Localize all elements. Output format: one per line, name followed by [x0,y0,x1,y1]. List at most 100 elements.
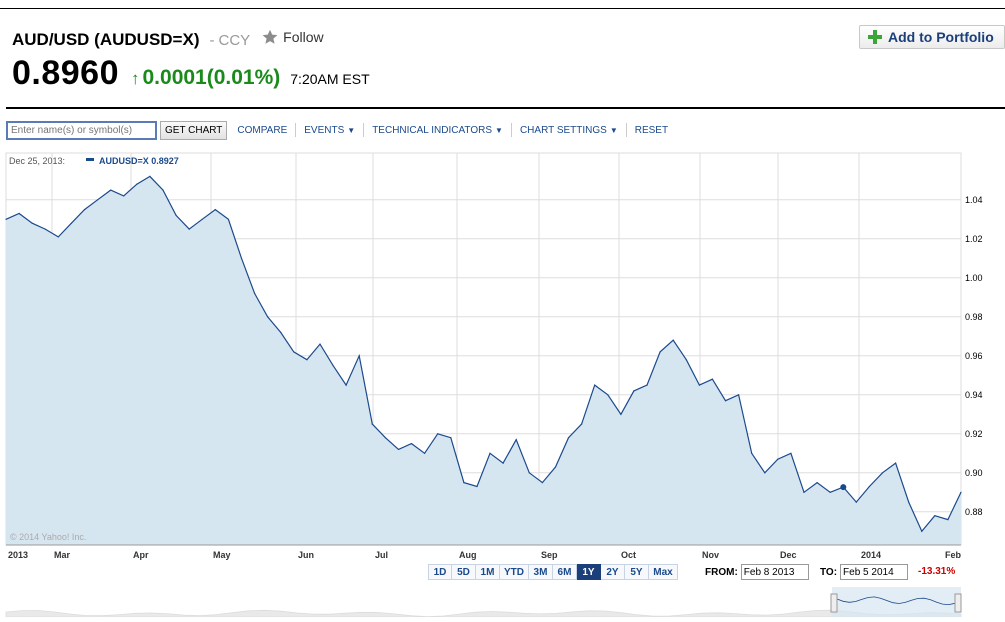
chart-settings-menu[interactable]: CHART SETTINGS ▼ [512,125,626,136]
to-date-input[interactable] [840,564,909,580]
navigator[interactable] [5,587,962,618]
caret-down-icon: ▼ [347,125,356,135]
data-point [240,257,243,259]
y-tick-label: 0.88 [965,507,983,517]
data-point [175,214,177,216]
range-button-max[interactable]: Max [649,564,678,580]
y-axis-ticks: 1.04 1.02 1.00 0.98 0.96 0.94 0.92 0.90 0.88 [965,195,983,517]
range-button-5d[interactable]: 5D [452,564,476,580]
price-change: ↑ 0.0001(0.01%) [131,66,280,90]
chart-legend: Dec 25, 2013: AUDUSD=X 0.8927 [9,156,179,166]
data-point [751,452,753,454]
data-point [83,209,86,211]
data-point [581,423,583,425]
legend-date: Dec 25, 2013: [9,156,65,166]
x-tick-label: 2013 [8,550,28,560]
data-point [921,530,923,532]
x-axis-ticks: 2013 Mar Apr May Jun Jul Aug Sep Oct Nov Dec 2014 Fe… [8,550,962,560]
data-point [960,491,962,493]
range-button-1y[interactable]: 1Y [577,564,601,580]
data-point [345,384,347,386]
add-portfolio-label: Add to Portfolio [888,29,994,45]
range-button-3m[interactable]: 3M [529,564,553,580]
data-point [267,316,269,318]
symbol-search-input[interactable] [6,120,157,140]
title-separator: - [209,32,215,49]
range-button-2y[interactable]: 2Y [601,564,625,580]
data-point [110,189,112,191]
caret-down-icon: ▼ [495,125,503,135]
reset-link[interactable]: RESET [627,125,676,136]
range-button-1d[interactable]: 1D [428,564,452,580]
technical-label: TECHNICAL INDICATORS [372,124,493,136]
technical-indicators-menu[interactable]: TECHNICAL INDICATORS ▼ [364,125,511,136]
range-button-5y[interactable]: 5Y [625,564,649,580]
price-chart[interactable]: 1.04 1.02 1.00 0.98 0.96 0.94 0.92 0.90 0.88 201… [0,150,1005,618]
data-point [947,519,949,521]
range-button-1m[interactable]: 1M [476,564,500,580]
data-point [515,439,517,441]
data-point [738,394,740,396]
compare-link[interactable]: COMPARE [229,125,295,136]
add-to-portfolio-button[interactable]: Add to Portfolio [859,25,1005,49]
last-price: 0.8960 [12,54,119,92]
x-tick-label: Jul [375,550,388,560]
plus-icon [868,30,882,44]
data-point [816,482,818,484]
data-point [424,452,426,454]
range-button-ytd[interactable]: YTD [500,564,529,580]
y-tick-label: 1.02 [965,234,983,244]
y-tick-label: 0.92 [965,429,983,439]
data-point [881,472,884,474]
toolbar-divider [510,123,512,137]
data-point [685,359,687,361]
data-point [646,384,648,386]
data-point [227,218,229,220]
data-point [934,515,936,517]
y-tick-label: 0.98 [965,312,983,322]
data-point [554,466,557,468]
period-change: -13.31% [918,566,956,577]
series-points [5,175,962,532]
data-point [397,448,400,450]
compare-label: COMPARE [237,124,288,136]
reset-label: RESET [634,124,669,136]
x-tick-label: Jun [298,550,314,560]
data-point [5,218,7,220]
data-point [633,390,635,392]
x-tick-label: Feb [945,550,962,560]
from-date-group: FROM: [705,564,809,580]
data-point [803,491,805,493]
title-row: AUD/USD (AUDUSD=X) - CCY Follow [12,29,324,50]
x-tick-label: Nov [702,550,719,560]
navigator-right-handle[interactable] [954,593,962,613]
data-point [528,472,530,474]
range-button-6m[interactable]: 6M [553,564,577,580]
x-tick-label: Apr [133,550,149,560]
legend-series: AUDUSD=X 0.8927 [99,156,179,166]
data-point [594,384,596,386]
follow-label: Follow [283,29,324,45]
data-point [332,365,334,367]
page-title: AUD/USD (AUDUSD=X) [12,30,200,49]
data-point [829,491,831,493]
data-point [410,443,413,445]
y-tick-label: 1.00 [965,273,983,283]
up-arrow-icon: ↑ [131,69,140,88]
data-point [620,413,622,415]
data-point [868,485,871,488]
to-label: TO: [820,566,838,578]
y-tick-label: 0.94 [965,390,983,400]
get-chart-button[interactable]: GET CHART [160,120,228,140]
data-point [790,452,792,454]
follow-button[interactable]: Follow [262,29,324,45]
from-date-input[interactable] [740,564,809,580]
data-point [254,292,256,294]
navigator-selection-line [836,596,956,606]
x-tick-label: Mar [54,550,71,560]
events-menu[interactable]: EVENTS ▼ [296,125,363,136]
data-point [70,222,72,224]
navigator-left-handle[interactable] [830,593,838,613]
to-date-group: TO: [820,564,909,580]
data-point [280,331,282,333]
